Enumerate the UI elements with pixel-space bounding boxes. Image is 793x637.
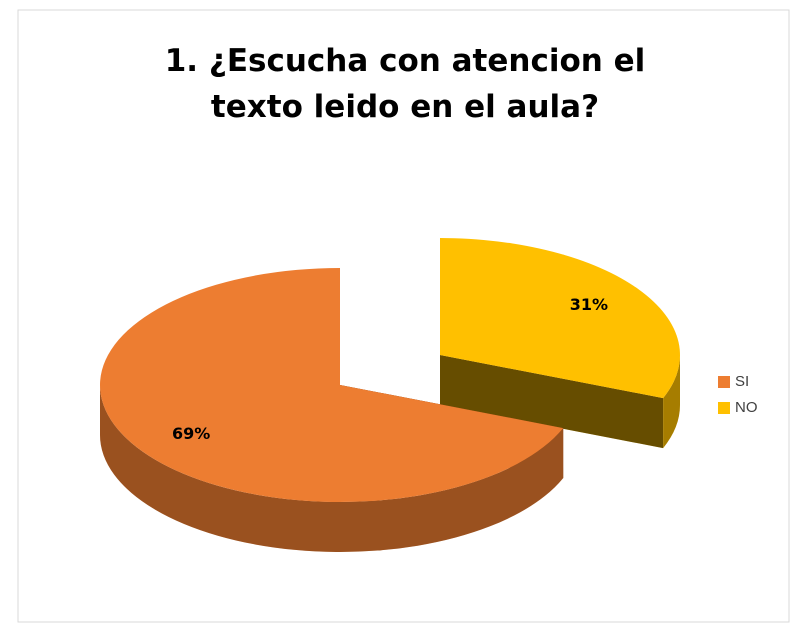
slice-side-shade [663, 355, 680, 449]
legend-swatch [718, 402, 730, 414]
slice-side-shade [100, 385, 564, 553]
slice-side [663, 355, 680, 449]
legend-swatch [718, 376, 730, 388]
slice [100, 268, 564, 503]
legend-label: NO [735, 399, 758, 416]
data-label: 69% [172, 424, 210, 443]
slice [440, 238, 680, 399]
slice-side [100, 385, 564, 553]
data-label: 31% [570, 295, 608, 314]
slice-cut-face-shade [440, 355, 664, 449]
chart-title: 1. ¿Escucha con atencion el texto leido … [164, 43, 646, 125]
legend-label: SI [735, 373, 749, 390]
